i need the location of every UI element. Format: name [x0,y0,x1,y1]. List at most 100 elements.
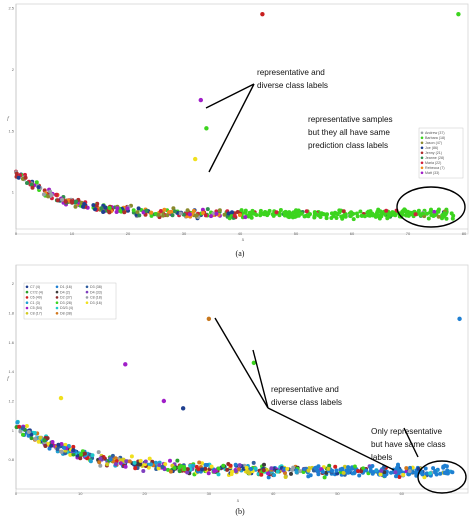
y-tick-label: 1.2 [8,399,14,404]
panel-b-points [14,419,455,480]
scatter-point [444,471,449,476]
scatter-point [378,209,383,214]
legend-marker [420,146,424,150]
scatter-point [313,466,318,471]
panel-a-pointer-1 [205,83,255,109]
highlight-point [456,11,461,17]
scatter-point [60,197,65,202]
scatter-point [306,474,311,479]
scatter-point [209,464,214,469]
panel-b-annotation-2-line-3: labels [371,453,392,462]
scatter-point [173,209,177,214]
legend-label: C7/2 (4) [30,290,43,294]
legend-label: C8 (18) [90,296,102,300]
scatter-point [378,472,383,477]
legend-label: D2 (37) [60,296,72,300]
scatter-point [33,437,38,441]
legend-marker [25,290,29,294]
scatter-point [377,213,382,218]
scatter-point [269,466,274,471]
scatter-point [56,442,61,447]
scatter-point [282,210,287,215]
scatter-point [237,213,242,217]
scatter-point [352,464,357,469]
scatter-point [48,189,53,194]
scatter-point [358,209,363,214]
scatter-point [188,463,193,468]
scatter-point [222,212,227,217]
scatter-point [149,210,154,215]
panel-b-pointer-2 [252,349,269,409]
panel-a-x-label: x [241,238,245,243]
scatter-point [283,475,288,479]
scatter-point [249,467,254,471]
scatter-point [114,459,119,464]
scatter-point [24,424,29,428]
scatter-point [275,469,280,474]
scatter-point [393,470,398,475]
panel-a-annotation-2: representative samples but they all have… [308,115,466,228]
scatter-point [74,199,79,204]
scatter-point [367,211,372,216]
scatter-point [233,462,238,467]
legend-label: D3 (38) [90,285,102,289]
panel-a-annotation-1-line-2: diverse class labels [257,81,328,90]
scatter-point [419,470,424,475]
scatter-point [23,175,28,180]
scatter-point [99,206,104,211]
scatter-point [441,464,446,469]
scatter-point [289,471,293,476]
scatter-point [440,216,444,221]
scatter-point [443,212,448,217]
scatter-point [197,460,202,465]
panel-b-legend-box [23,282,117,320]
scatter-point [114,210,119,214]
legend-label: C5 (54) [30,306,42,310]
scatter-point [364,468,368,473]
scatter-point [324,212,328,217]
scatter-point [278,208,283,212]
x-tick-label: 30 [207,491,212,496]
scatter-point [96,450,101,455]
scatter-point [274,210,279,215]
scatter-point [266,475,271,480]
scatter-point [182,467,187,472]
scatter-point [146,465,151,470]
legend-label: C6 (49) [30,296,42,300]
legend-label: D8 (38) [60,312,72,316]
panel-b-legend: C7 (4)C7/2 (4) C6 (49)C1 (3)C5 (54) C8 (17… [23,282,117,320]
scatter-point [343,212,348,217]
scatter-point [382,474,387,478]
legend-label: Rebecca (7) [425,166,445,170]
scatter-point [351,217,356,222]
scatter-point [49,443,54,448]
scatter-point [401,472,406,477]
scatter-point [237,463,242,468]
scatter-point [137,213,142,218]
panel-a-annotation-1-line-1: representative and [257,68,325,77]
legend-marker [25,306,29,310]
scatter-point [245,470,250,475]
scatter-point [98,463,103,468]
scatter-point [21,432,25,437]
panel-b-annotation-2-line-2: but have same class [371,440,446,449]
scatter-point [230,469,235,474]
scatter-point [41,192,46,197]
scatter-point [319,211,324,216]
scatter-point [320,469,325,474]
legend-label: D4 (2) [60,290,70,294]
scatter-point [233,469,238,474]
scatter-point [63,199,68,204]
y-tick-label: 1 [12,190,15,195]
highlight-point [193,156,198,162]
scatter-point [426,216,431,221]
legend-marker [85,296,89,299]
scatter-point [30,185,35,190]
scatter-point [302,214,307,219]
x-tick-label: 80 [462,231,467,236]
scatter-point [17,424,22,429]
scatter-point [175,458,180,463]
scatter-point [181,212,186,217]
scatter-point [285,466,290,471]
scatter-point [203,463,208,467]
